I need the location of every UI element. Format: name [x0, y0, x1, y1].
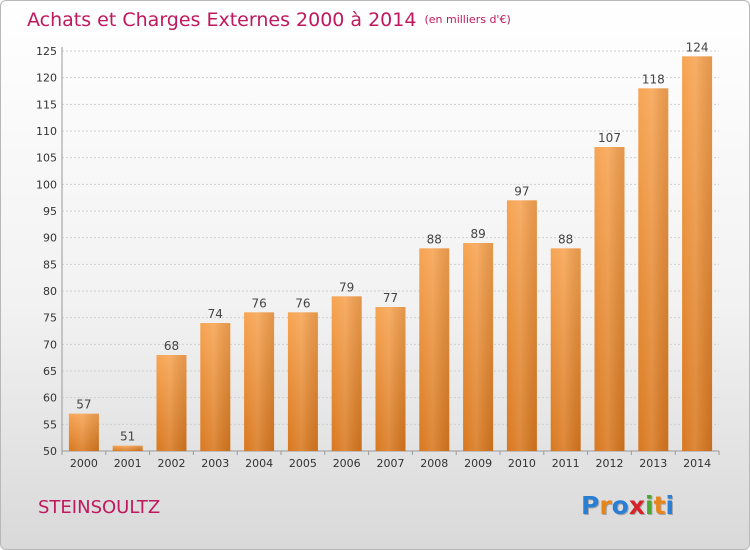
x-tick-label-2009: 2009 [464, 457, 492, 470]
x-tick-label-2007: 2007 [377, 457, 405, 470]
x-tick-label-2003: 2003 [201, 457, 229, 470]
y-tick-label: 60 [43, 392, 57, 405]
bars-layer [68, 56, 713, 451]
value-label-2001: 51 [120, 430, 135, 444]
value-label-2007: 77 [383, 291, 398, 305]
value-label-2013: 118 [642, 72, 665, 86]
bar-shade-2004 [244, 312, 275, 451]
y-tick-label: 70 [43, 338, 57, 351]
value-label-2006: 79 [339, 280, 354, 294]
value-label-2000: 57 [76, 398, 91, 412]
logo-letter: t [653, 491, 666, 520]
x-tick-label-2004: 2004 [245, 457, 273, 470]
y-tick-label: 105 [36, 152, 57, 165]
x-tick-label-2013: 2013 [639, 457, 667, 470]
value-label-2005: 76 [295, 296, 310, 310]
y-tick-label: 80 [43, 285, 57, 298]
chart-title: Achats et Charges Externes 2000 à 2014 (e… [27, 9, 511, 31]
y-tick-label: 65 [43, 365, 57, 378]
x-tick-label-2014: 2014 [683, 457, 711, 470]
y-tick-label: 50 [43, 445, 57, 458]
x-tick-label-2008: 2008 [420, 457, 448, 470]
bar-shade-2003 [200, 323, 231, 451]
bar-shade-2008 [419, 248, 450, 451]
x-tick-label-2010: 2010 [508, 457, 536, 470]
value-label-2002: 68 [164, 339, 179, 353]
x-tick-label-2002: 2002 [158, 457, 186, 470]
labels-layer: 50 55 60 65 70 75 80 85 90 95 100 105 110 115 120 125 57… [36, 40, 711, 470]
bar-shade-2009 [463, 243, 494, 451]
bar-shade-2005 [287, 312, 318, 451]
y-tick-label: 55 [43, 418, 57, 431]
bar-shade-2014 [682, 56, 713, 451]
x-tick-label-2011: 2011 [552, 457, 580, 470]
bar-shade-2000 [68, 413, 99, 451]
value-label-2004: 76 [251, 296, 266, 310]
logo-letter: o [611, 491, 629, 520]
bar-shade-2012 [594, 147, 625, 451]
bar-shade-2011 [550, 248, 581, 451]
proxiti-logo[interactable]: Proxiti [581, 491, 674, 520]
value-label-2014: 124 [686, 40, 709, 54]
bar-shade-2010 [506, 200, 537, 451]
value-label-2011: 88 [558, 232, 573, 246]
bar-shade-2006 [331, 296, 362, 451]
value-label-2008: 88 [427, 232, 442, 246]
y-tick-label: 85 [43, 258, 57, 271]
logo-letter: P [581, 491, 600, 520]
logo-letter: i [645, 491, 654, 520]
y-tick-label: 90 [43, 232, 57, 245]
bar-shade-2002 [156, 355, 187, 451]
y-tick-label: 120 [36, 72, 57, 85]
x-tick-label-2012: 2012 [596, 457, 624, 470]
value-label-2003: 74 [208, 307, 223, 321]
value-label-2012: 107 [598, 131, 621, 145]
y-tick-label: 125 [36, 45, 57, 58]
y-tick-label: 75 [43, 312, 57, 325]
x-tick-label-2001: 2001 [114, 457, 142, 470]
y-tick-label: 100 [36, 178, 57, 191]
chart-title-text: Achats et Charges Externes 2000 à 2014 [27, 9, 417, 31]
x-tick-label-2006: 2006 [333, 457, 361, 470]
x-tick-label-2000: 2000 [70, 457, 98, 470]
bar-shade-2001 [112, 445, 143, 451]
logo-letter: i [665, 491, 675, 520]
logo-letter: x [628, 491, 645, 520]
x-tick-label-2005: 2005 [289, 457, 317, 470]
chart-unit: (en milliers d'€) [424, 13, 511, 26]
bar-shade-2013 [638, 88, 669, 451]
commune-name: STEINSOULTZ [38, 497, 161, 518]
value-label-2010: 97 [514, 184, 529, 198]
y-tick-label: 115 [36, 98, 57, 111]
y-tick-label: 95 [43, 205, 57, 218]
logo-letter: r [599, 491, 612, 520]
y-tick-label: 110 [36, 125, 57, 138]
bar-shade-2007 [375, 307, 406, 451]
value-label-2009: 89 [470, 227, 485, 241]
